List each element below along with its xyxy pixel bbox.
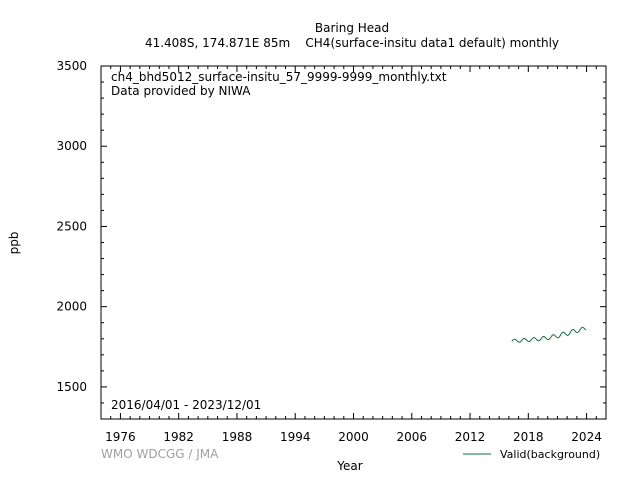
x-tick-label: 2000	[338, 430, 369, 444]
y-tick-label: 2500	[56, 219, 87, 233]
y-tick-label: 3000	[56, 139, 87, 153]
file-annotation: ch4_bhd5012_surface-insitu_57_9999-9999_…	[111, 70, 447, 84]
chart-title: Baring Head	[315, 21, 389, 35]
period-annotation: 2016/04/01 - 2023/12/01	[111, 398, 261, 412]
x-tick-label: 1982	[163, 430, 194, 444]
y-axis-label: ppb	[7, 232, 21, 255]
y-tick-label: 3500	[56, 59, 87, 73]
y-axis: 1500 2000 2500 3000 3500	[56, 59, 606, 404]
y-tick-label: 2000	[56, 300, 87, 314]
chart-subtitle: 41.408S, 174.871E 85m CH4(surface-insitu…	[145, 36, 559, 50]
x-tick-label: 2006	[396, 430, 427, 444]
plot-frame	[100, 65, 607, 420]
credit-text: WMO WDCGG / JMA	[101, 447, 219, 461]
x-tick-label: 1976	[105, 430, 136, 444]
x-tick-label: 1988	[222, 430, 253, 444]
x-tick-label: 2024	[571, 430, 602, 444]
y-tick-label: 1500	[56, 380, 87, 394]
x-tick-label: 1994	[280, 430, 311, 444]
legend-label: Valid(background)	[500, 448, 600, 461]
x-axis-label: Year	[336, 459, 362, 473]
x-tick-label: 2012	[455, 430, 486, 444]
x-axis: 1976 1982 1988 1994 2000 2006 2012 2018 2024	[100, 66, 607, 444]
x-tick-label: 2018	[513, 430, 544, 444]
legend: Valid(background)	[463, 448, 600, 461]
series-layer	[511, 326, 587, 343]
provider-annotation: Data provided by NIWA	[111, 84, 251, 98]
series-line	[511, 326, 587, 343]
